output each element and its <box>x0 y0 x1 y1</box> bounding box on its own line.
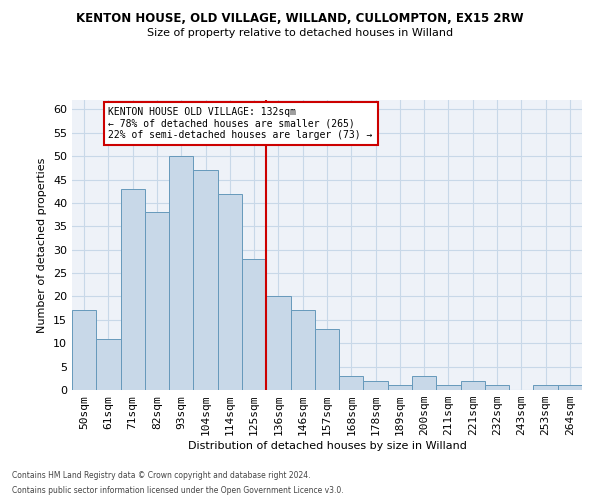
Bar <box>290 310 315 390</box>
Bar <box>339 376 364 390</box>
Bar <box>388 386 412 390</box>
Bar <box>96 338 121 390</box>
Bar <box>72 310 96 390</box>
X-axis label: Distribution of detached houses by size in Willand: Distribution of detached houses by size … <box>188 441 466 451</box>
Bar <box>218 194 242 390</box>
Text: KENTON HOUSE, OLD VILLAGE, WILLAND, CULLOMPTON, EX15 2RW: KENTON HOUSE, OLD VILLAGE, WILLAND, CULL… <box>76 12 524 26</box>
Y-axis label: Number of detached properties: Number of detached properties <box>37 158 47 332</box>
Text: KENTON HOUSE OLD VILLAGE: 132sqm
← 78% of detached houses are smaller (265)
22% : KENTON HOUSE OLD VILLAGE: 132sqm ← 78% o… <box>109 107 373 140</box>
Bar <box>461 380 485 390</box>
Bar <box>315 329 339 390</box>
Bar <box>558 386 582 390</box>
Text: Contains HM Land Registry data © Crown copyright and database right 2024.: Contains HM Land Registry data © Crown c… <box>12 471 311 480</box>
Bar <box>533 386 558 390</box>
Bar <box>121 189 145 390</box>
Bar <box>266 296 290 390</box>
Text: Size of property relative to detached houses in Willand: Size of property relative to detached ho… <box>147 28 453 38</box>
Bar <box>242 259 266 390</box>
Bar <box>169 156 193 390</box>
Bar <box>485 386 509 390</box>
Bar <box>364 380 388 390</box>
Bar <box>412 376 436 390</box>
Bar <box>145 212 169 390</box>
Text: Contains public sector information licensed under the Open Government Licence v3: Contains public sector information licen… <box>12 486 344 495</box>
Bar <box>436 386 461 390</box>
Bar <box>193 170 218 390</box>
